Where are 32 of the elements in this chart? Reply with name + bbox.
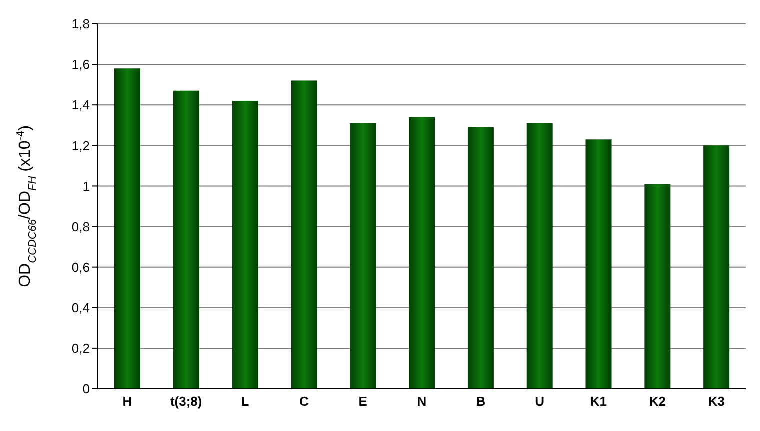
bar (350, 123, 376, 389)
y-tick-label: 1,6 (72, 57, 90, 72)
x-tick-label: K1 (590, 394, 608, 410)
x-tick-label: C (299, 394, 310, 410)
y-tick-label: 1,2 (72, 138, 90, 154)
bar (409, 117, 436, 389)
x-tick-label: L (241, 394, 250, 410)
y-tick-label: 0,4 (72, 300, 90, 316)
x-tick-label: N (417, 394, 427, 410)
bar (468, 127, 494, 389)
bar (291, 80, 318, 389)
x-tick-label: K2 (649, 394, 666, 410)
y-tick-label: 0 (82, 382, 90, 397)
bar (644, 184, 671, 389)
x-tick-label: U (535, 394, 545, 410)
x-tick-label: B (476, 394, 486, 410)
bar (704, 146, 730, 389)
y-tick-label: 1,4 (72, 98, 90, 113)
bar (114, 68, 140, 389)
y-tick-label: 1 (82, 178, 90, 194)
y-tick-label: 1,8 (72, 16, 90, 32)
y-tick-label: 0,6 (72, 260, 90, 275)
x-tick-label: K3 (708, 394, 725, 410)
bar (232, 101, 258, 389)
x-tick-label: t(3;8) (170, 394, 202, 410)
y-tick-label: 0,2 (72, 341, 90, 356)
x-tick-label: E (358, 394, 368, 410)
bar (526, 123, 553, 389)
y-tick-label: 0,8 (72, 219, 90, 234)
bar (586, 140, 612, 389)
x-tick-label: H (122, 394, 132, 410)
bar (173, 90, 200, 389)
